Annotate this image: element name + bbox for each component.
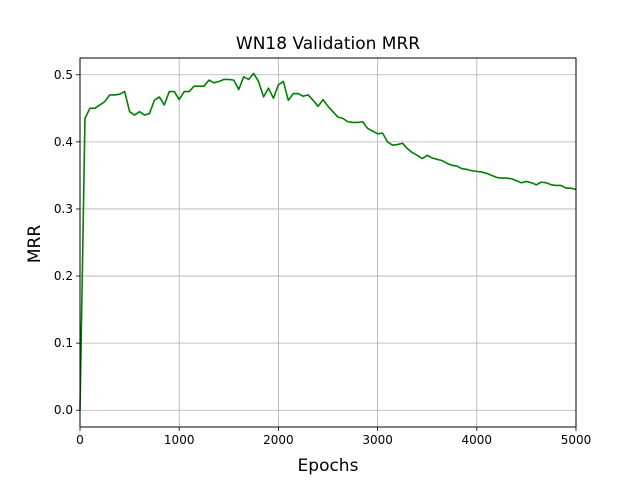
y-axis-label: MRR	[25, 225, 45, 263]
x-tick-label: 2000	[263, 433, 294, 447]
x-tick-label: 5000	[561, 433, 592, 447]
y-tick-label: 0.4	[54, 135, 73, 149]
x-axis-label: Epochs	[298, 456, 359, 476]
y-tick-label: 0.5	[54, 68, 73, 82]
y-tick-label: 0.3	[54, 202, 73, 216]
chart-title: WN18 Validation MRR	[236, 34, 420, 54]
y-tick-label: 0.2	[54, 269, 73, 283]
plot-frame	[79, 57, 577, 428]
y-tick-label: 0.0	[54, 403, 73, 417]
y-tick-label: 0.1	[54, 336, 73, 350]
axis-ticks: 0 1000 2000 3000 4000 5000 0.0 0.1 0.2 0.3 0.4 0.5	[54, 68, 591, 447]
x-tick-label: 0	[76, 433, 84, 447]
x-tick-label: 4000	[462, 433, 493, 447]
x-tick-label: 1000	[164, 433, 195, 447]
x-tick-label: 3000	[362, 433, 393, 447]
data-layer	[79, 72, 577, 411]
series-line-0	[79, 72, 577, 411]
